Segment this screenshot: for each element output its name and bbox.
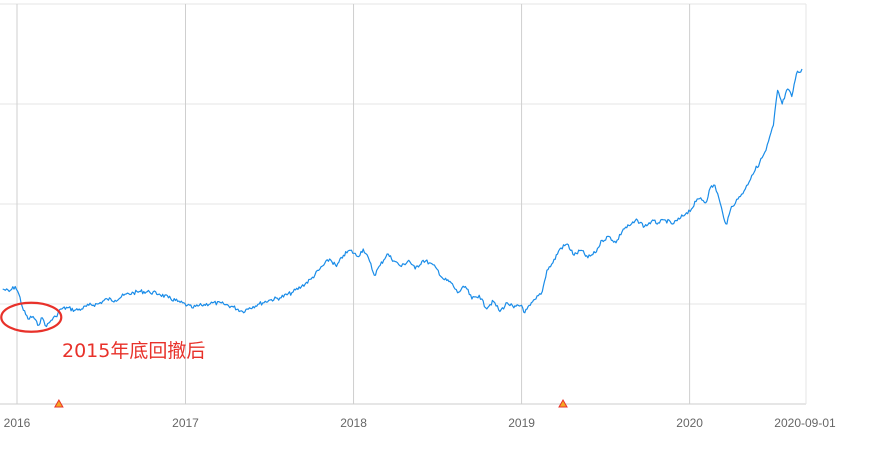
price-line xyxy=(2,68,803,328)
x-tick-label: 2020-09-01 xyxy=(774,416,836,430)
event-marker-icon[interactable] xyxy=(54,398,64,408)
annotation-layer: 2015年底回撤后 xyxy=(0,301,205,362)
x-tick-label: 2018 xyxy=(340,416,367,430)
highlight-ellipse xyxy=(0,301,63,333)
x-tick-label: 2019 xyxy=(508,416,535,430)
annotation-label: 2015年底回撤后 xyxy=(62,340,205,362)
x-axis-tick-labels: 2016 2017 2018 2019 2020 2020-09-01 xyxy=(4,416,836,430)
x-tick-label: 2020 xyxy=(676,416,703,430)
event-marker-icon[interactable] xyxy=(558,398,568,408)
event-marker-layer xyxy=(54,398,568,408)
grid-layer xyxy=(0,3,807,405)
x-tick-label: 2017 xyxy=(172,416,199,430)
x-tick-label: 2016 xyxy=(4,416,31,430)
price-line-layer xyxy=(2,68,803,328)
